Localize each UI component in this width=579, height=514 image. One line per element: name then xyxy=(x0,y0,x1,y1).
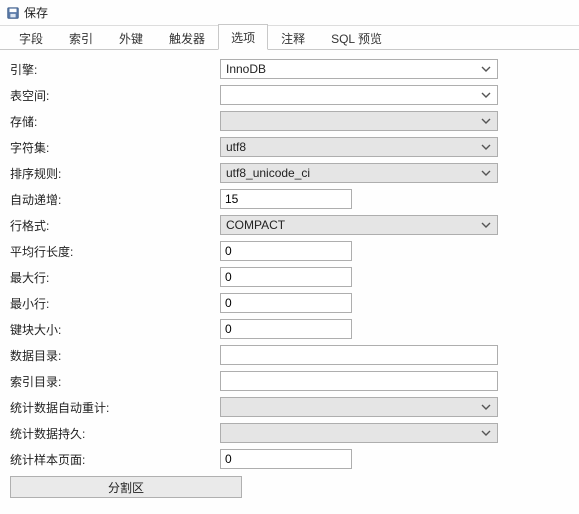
input-autoinc[interactable] xyxy=(220,189,352,209)
label-storage: 存储: xyxy=(10,113,220,130)
chevron-down-icon xyxy=(481,220,495,230)
label-statsrecalc: 统计数据自动重计: xyxy=(10,399,220,416)
row-avgrowlen: 平均行长度: xyxy=(10,238,573,264)
input-avgrowlen[interactable] xyxy=(220,241,352,261)
label-charset: 字符集: xyxy=(10,139,220,156)
save-icon[interactable] xyxy=(6,6,20,20)
chevron-down-icon xyxy=(481,428,495,438)
chevron-down-icon xyxy=(481,142,495,152)
input-statssample[interactable] xyxy=(220,449,352,469)
chevron-down-icon xyxy=(481,402,495,412)
select-rowformat[interactable]: COMPACT xyxy=(220,215,498,235)
tabs-bar: 字段 索引 外键 触发器 选项 注释 SQL 预览 xyxy=(0,26,579,50)
label-rowformat: 行格式: xyxy=(10,217,220,234)
row-statspersist: 统计数据持久: xyxy=(10,420,573,446)
row-autoinc: 自动递增: xyxy=(10,186,573,212)
label-statspersist: 统计数据持久: xyxy=(10,425,220,442)
label-autoinc: 自动递增: xyxy=(10,191,220,208)
tab-triggers[interactable]: 触发器 xyxy=(156,25,218,50)
row-rowformat: 行格式: COMPACT xyxy=(10,212,573,238)
row-engine: 引擎: InnoDB xyxy=(10,56,573,82)
input-minrows[interactable] xyxy=(220,293,352,313)
row-tablespace: 表空间: xyxy=(10,82,573,108)
label-datadir: 数据目录: xyxy=(10,347,220,364)
label-engine: 引擎: xyxy=(10,61,220,78)
label-minrows: 最小行: xyxy=(10,295,220,312)
label-tablespace: 表空间: xyxy=(10,87,220,104)
tab-fields[interactable]: 字段 xyxy=(6,25,56,50)
row-keyblock: 键块大小: xyxy=(10,316,573,342)
row-statsrecalc: 统计数据自动重计: xyxy=(10,394,573,420)
label-maxrows: 最大行: xyxy=(10,269,220,286)
label-indexdir: 索引目录: xyxy=(10,373,220,390)
input-datadir[interactable] xyxy=(220,345,498,365)
tab-fk[interactable]: 外键 xyxy=(106,25,156,50)
chevron-down-icon xyxy=(481,168,495,178)
row-storage: 存储: xyxy=(10,108,573,134)
chevron-down-icon xyxy=(481,64,495,74)
select-storage[interactable] xyxy=(220,111,498,131)
row-minrows: 最小行: xyxy=(10,290,573,316)
label-keyblock: 键块大小: xyxy=(10,321,220,338)
select-collation-value: utf8_unicode_ci xyxy=(226,166,310,180)
select-collation[interactable]: utf8_unicode_ci xyxy=(220,163,498,183)
label-collation: 排序规则: xyxy=(10,165,220,182)
row-collation: 排序规则: utf8_unicode_ci xyxy=(10,160,573,186)
tab-sqlprev[interactable]: SQL 预览 xyxy=(318,25,395,50)
chevron-down-icon xyxy=(481,116,495,126)
input-keyblock[interactable] xyxy=(220,319,352,339)
select-charset-value: utf8 xyxy=(226,140,246,154)
tab-comments[interactable]: 注释 xyxy=(268,25,318,50)
split-button[interactable]: 分割区 xyxy=(10,476,242,498)
label-avgrowlen: 平均行长度: xyxy=(10,243,220,260)
select-statsrecalc[interactable] xyxy=(220,397,498,417)
tab-indexes[interactable]: 索引 xyxy=(56,25,106,50)
row-datadir: 数据目录: xyxy=(10,342,573,368)
split-button-label: 分割区 xyxy=(108,479,144,496)
select-statspersist[interactable] xyxy=(220,423,498,443)
row-statssample: 统计样本页面: xyxy=(10,446,573,472)
tab-options[interactable]: 选项 xyxy=(218,24,268,50)
select-rowformat-value: COMPACT xyxy=(226,218,285,232)
row-charset: 字符集: utf8 xyxy=(10,134,573,160)
select-engine-value: InnoDB xyxy=(226,62,266,76)
select-charset[interactable]: utf8 xyxy=(220,137,498,157)
row-indexdir: 索引目录: xyxy=(10,368,573,394)
save-button-label[interactable]: 保存 xyxy=(24,4,48,21)
label-statssample: 统计样本页面: xyxy=(10,451,220,468)
toolbar: 保存 xyxy=(0,0,579,26)
options-form: 引擎: InnoDB 表空间: 存储: 字符集: utf8 xyxy=(0,50,579,504)
input-maxrows[interactable] xyxy=(220,267,352,287)
input-indexdir[interactable] xyxy=(220,371,498,391)
select-engine[interactable]: InnoDB xyxy=(220,59,498,79)
row-maxrows: 最大行: xyxy=(10,264,573,290)
select-tablespace[interactable] xyxy=(220,85,498,105)
chevron-down-icon xyxy=(481,90,495,100)
